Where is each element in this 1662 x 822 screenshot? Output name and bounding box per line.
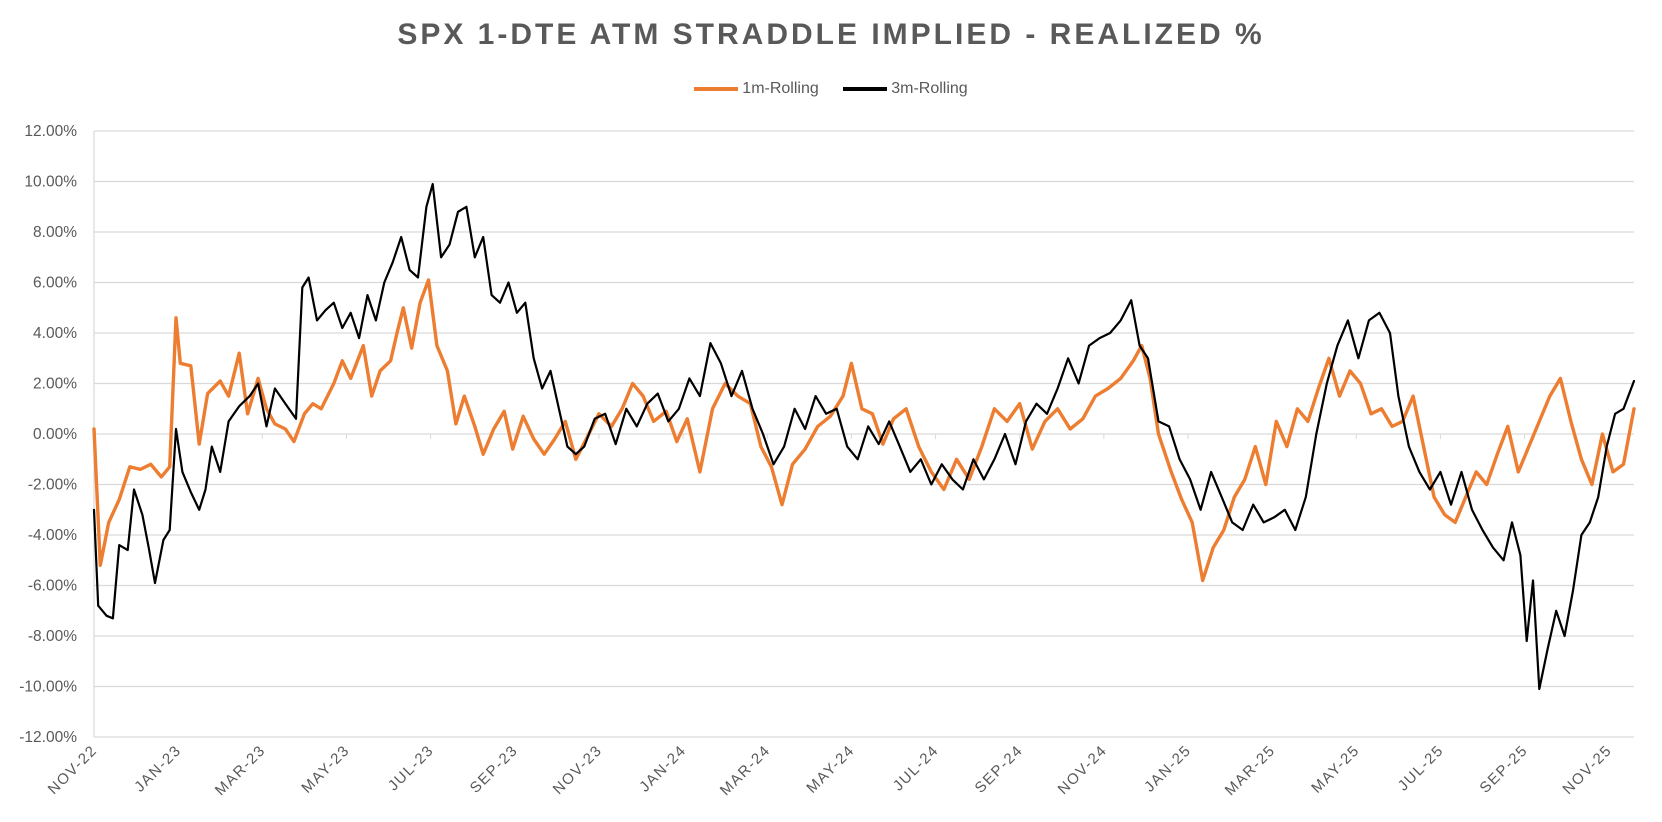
chart-legend: 1m-Rolling 3m-Rolling [0,78,1662,98]
x-tick-label: NOV-23 [550,742,606,798]
y-tick-label: -10.00% [19,679,77,696]
x-tick-label: JUL-24 [890,742,943,795]
y-tick-label: 0.00% [33,426,77,443]
x-tick-label: MAY-25 [1308,742,1363,797]
x-tick-label: SEP-25 [1476,742,1531,797]
legend-swatch-1m [694,87,739,91]
x-tick-label: MAR-24 [717,742,774,799]
series-line-1m-rolling [92,278,1636,583]
y-tick-label: 10.00% [24,174,77,191]
legend-item-3m: 3m-Rolling [843,80,968,98]
y-tick-label: -6.00% [28,578,77,595]
legend-swatch-3m [843,87,888,91]
y-tick-label: 6.00% [33,275,77,292]
legend-label-1m: 1m-Rolling [742,80,819,97]
y-tick-label: -4.00% [28,527,77,544]
x-tick-label: JAN-23 [131,742,185,796]
x-tick-label: NOV-22 [45,742,101,798]
x-tick-label: NOV-25 [1559,742,1615,798]
x-tick-label: SEP-24 [972,742,1027,797]
chart-title: SPX 1-DTE ATM STRADDLE IMPLIED - REALIZE… [397,18,1265,51]
x-tick-label: MAY-24 [803,742,858,797]
y-tick-label: -8.00% [28,628,77,645]
x-tick-label: JAN-25 [1141,742,1195,796]
x-tick-label: SEP-23 [467,742,522,797]
legend-item-1m: 1m-Rolling [694,80,819,98]
x-tick-label: NOV-24 [1055,742,1111,798]
y-tick-label: 2.00% [33,376,77,393]
x-tick-label: MAY-23 [298,742,353,797]
y-tick-label: 8.00% [33,224,77,241]
x-tick-label: MAR-25 [1222,742,1279,799]
y-tick-label: -12.00% [19,729,77,746]
x-tick-label: JUL-23 [385,742,438,795]
x-tick-label: JAN-24 [636,742,690,796]
y-tick-label: 4.00% [33,325,77,342]
series-line-3m-rolling [92,182,1636,691]
x-tick-label: JUL-25 [1395,742,1448,795]
y-tick-label: -2.00% [28,477,77,494]
legend-label-3m: 3m-Rolling [891,80,968,97]
y-tick-label: 12.00% [24,123,77,140]
x-tick-label: MAR-23 [212,742,269,799]
